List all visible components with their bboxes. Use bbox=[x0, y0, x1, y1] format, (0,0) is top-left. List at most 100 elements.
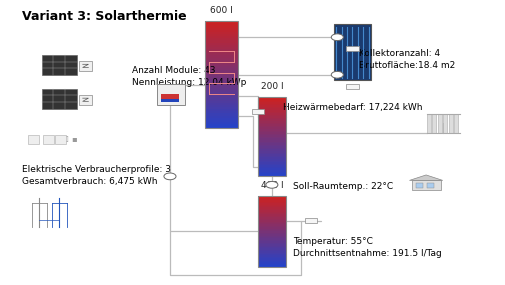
Text: ○: ○ bbox=[30, 134, 38, 143]
Bar bbox=[205, 60, 237, 62]
Circle shape bbox=[331, 34, 343, 41]
Bar bbox=[205, 124, 237, 126]
Bar bbox=[258, 139, 285, 140]
Bar bbox=[258, 175, 285, 176]
Bar bbox=[205, 47, 237, 49]
Bar bbox=[205, 49, 237, 51]
Bar bbox=[258, 213, 285, 215]
Bar bbox=[258, 134, 285, 135]
Text: □: □ bbox=[60, 134, 68, 143]
Bar bbox=[205, 32, 237, 34]
Bar bbox=[258, 111, 285, 113]
Text: 400 l: 400 l bbox=[260, 181, 283, 190]
Bar bbox=[258, 119, 285, 121]
Text: Anzahl Module: 43
Nennleistung: 12.04 kWp: Anzahl Module: 43 Nennleistung: 12.04 kW… bbox=[132, 66, 246, 87]
Bar bbox=[205, 28, 237, 30]
Bar bbox=[205, 53, 237, 56]
Bar bbox=[161, 94, 178, 99]
Bar bbox=[205, 96, 237, 98]
Bar bbox=[258, 107, 285, 108]
Bar bbox=[345, 46, 358, 51]
Bar bbox=[258, 165, 285, 167]
Bar bbox=[258, 113, 285, 115]
Bar bbox=[258, 261, 285, 262]
Bar bbox=[258, 97, 285, 176]
Bar bbox=[258, 123, 285, 124]
Bar bbox=[79, 95, 91, 105]
Text: Kollektoranzahl: 4
Bruttofläche:18.4 m2: Kollektoranzahl: 4 Bruttofläche:18.4 m2 bbox=[358, 49, 454, 70]
Bar bbox=[258, 233, 285, 234]
Bar bbox=[205, 21, 237, 128]
Bar bbox=[258, 160, 285, 162]
Bar bbox=[258, 173, 285, 175]
Text: ▪: ▪ bbox=[71, 134, 77, 143]
Bar bbox=[258, 132, 285, 134]
Bar bbox=[258, 265, 285, 267]
Circle shape bbox=[265, 182, 277, 188]
Bar bbox=[453, 114, 458, 133]
Bar bbox=[258, 227, 285, 229]
Bar bbox=[258, 264, 285, 265]
Bar bbox=[258, 159, 285, 160]
Bar bbox=[258, 102, 285, 104]
Bar bbox=[258, 121, 285, 123]
Bar bbox=[258, 226, 285, 227]
Bar bbox=[258, 154, 285, 156]
Text: Variant 3: Solarthermie: Variant 3: Solarthermie bbox=[22, 10, 186, 23]
Bar bbox=[205, 115, 237, 118]
Bar bbox=[304, 218, 317, 223]
Bar bbox=[258, 105, 285, 107]
Bar bbox=[258, 137, 285, 139]
Bar bbox=[79, 61, 91, 71]
Bar bbox=[258, 250, 285, 251]
Bar bbox=[442, 114, 446, 133]
Polygon shape bbox=[409, 175, 442, 180]
Bar bbox=[43, 135, 54, 144]
Bar bbox=[258, 97, 285, 99]
Bar bbox=[205, 45, 237, 47]
Bar bbox=[205, 90, 237, 92]
Bar bbox=[258, 239, 285, 240]
Circle shape bbox=[164, 173, 176, 180]
Bar bbox=[205, 118, 237, 120]
Bar bbox=[258, 162, 285, 164]
Text: Soll-Raumtemp.: 22°C: Soll-Raumtemp.: 22°C bbox=[293, 182, 392, 191]
Bar bbox=[205, 109, 237, 111]
Bar bbox=[258, 219, 285, 220]
Bar bbox=[258, 108, 285, 110]
Bar bbox=[258, 156, 285, 157]
Bar bbox=[258, 167, 285, 168]
Bar bbox=[205, 103, 237, 105]
Bar bbox=[258, 257, 285, 258]
Bar bbox=[205, 113, 237, 115]
Bar bbox=[258, 230, 285, 231]
Text: Elektrische Verbraucherprofile: 3
Gesamtverbrauch: 6,475 kWh: Elektrische Verbraucherprofile: 3 Gesamt… bbox=[22, 165, 170, 186]
Bar bbox=[258, 118, 285, 119]
Bar bbox=[258, 115, 285, 116]
Bar bbox=[205, 73, 237, 75]
Bar bbox=[258, 248, 285, 250]
Bar bbox=[258, 241, 285, 243]
Bar bbox=[258, 110, 285, 111]
Bar bbox=[258, 164, 285, 165]
Text: □: □ bbox=[45, 134, 53, 143]
Bar bbox=[258, 170, 285, 172]
Bar bbox=[258, 260, 285, 261]
Bar bbox=[258, 150, 285, 151]
Bar bbox=[205, 79, 237, 81]
Bar bbox=[258, 202, 285, 203]
Bar bbox=[258, 245, 285, 247]
Bar bbox=[258, 200, 285, 202]
Bar bbox=[258, 135, 285, 137]
Bar bbox=[205, 86, 237, 87]
Bar bbox=[258, 104, 285, 105]
Text: 600 l: 600 l bbox=[210, 6, 232, 15]
Bar bbox=[205, 25, 237, 28]
Bar bbox=[205, 34, 237, 36]
Bar bbox=[205, 122, 237, 124]
Bar bbox=[205, 87, 237, 90]
Bar bbox=[258, 210, 285, 212]
Bar bbox=[448, 114, 452, 133]
Bar bbox=[258, 262, 285, 264]
Bar bbox=[258, 129, 285, 131]
